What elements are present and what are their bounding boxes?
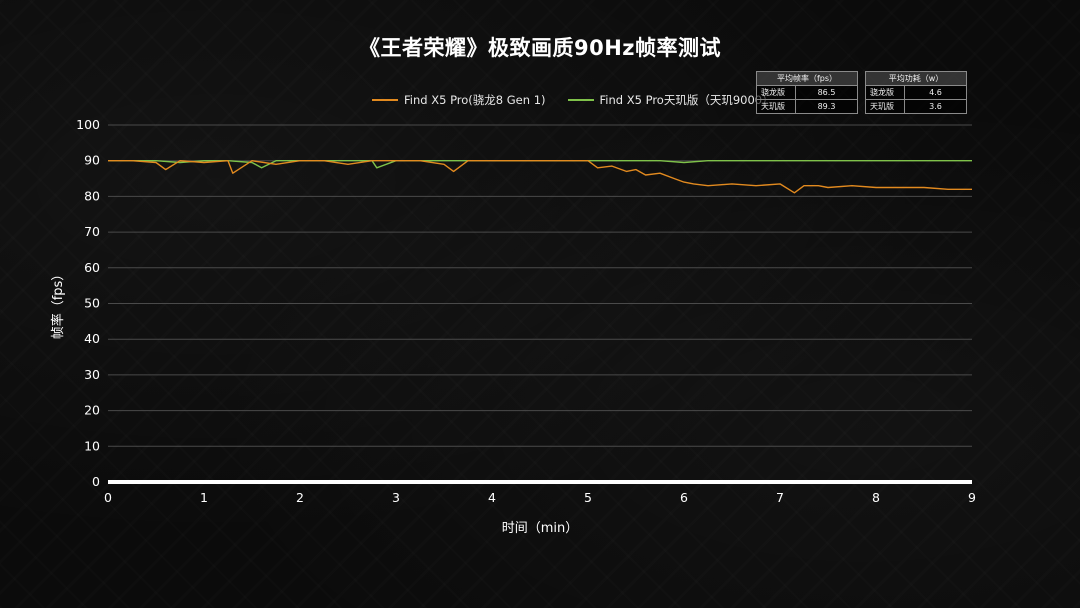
y-tick-label: 10 [84,438,100,453]
avg-power-header: 平均功耗（w） [865,71,967,86]
row-label: 骁龙版 [865,85,905,100]
x-tick-label: 8 [872,490,880,505]
y-axis-title: 帧率（fps） [50,268,66,340]
y-tick-label: 20 [84,403,100,418]
y-tick-label: 80 [84,188,100,203]
y-tick-label: 100 [76,117,100,132]
x-tick-label: 9 [968,490,976,505]
chart-legend: Find X5 Pro(骁龙8 Gen 1) Find X5 Pro天玑版（天玑… [372,92,774,108]
row-value: 3.6 [904,99,967,114]
legend-label-snapdragon: Find X5 Pro(骁龙8 Gen 1) [404,93,546,107]
chart-title: 《王者荣耀》极致画质90Hz帧率测试 [358,36,722,60]
row-label: 天玑版 [865,99,905,114]
y-tick-label: 70 [84,224,100,239]
avg-fps-table: 平均帧率（fps） 骁龙版 86.5 天玑版 89.3 [756,71,858,114]
table-row: 骁龙版 4.6 [865,85,967,100]
row-value: 89.3 [795,99,858,114]
series-line-snapdragon [108,159,972,194]
x-tick-label: 0 [104,490,112,505]
y-tick-label: 90 [84,153,100,168]
x-tick-label: 7 [776,490,784,505]
y-tick-label: 50 [84,296,100,311]
legend-item-dimensity: Find X5 Pro天玑版（天玑9000） [567,92,774,108]
row-label: 天玑版 [756,99,796,114]
legend-swatch-orange [372,99,398,101]
y-tick-label: 30 [84,367,100,382]
avg-power-table: 平均功耗（w） 骁龙版 4.6 天玑版 3.6 [865,71,967,114]
x-tick-label: 2 [296,490,304,505]
table-row: 天玑版 89.3 [756,99,858,114]
x-axis-title: 时间（min） [502,521,579,536]
row-value: 86.5 [795,85,858,100]
x-tick-label: 3 [392,490,400,505]
y-tick-label: 0 [92,474,100,489]
legend-label-dimensity: Find X5 Pro天玑版（天玑9000） [599,93,774,107]
y-tick-label: 60 [84,260,100,275]
legend-item-snapdragon: Find X5 Pro(骁龙8 Gen 1) [372,92,546,108]
table-row: 天玑版 3.6 [865,99,967,114]
x-tick-label: 1 [200,490,208,505]
x-tick-label: 5 [584,490,592,505]
x-tick-label: 4 [488,490,496,505]
series-line-dimensity [108,159,972,169]
y-tick-label: 40 [84,331,100,346]
x-tick-label: 6 [680,490,688,505]
legend-swatch-green [567,99,594,101]
